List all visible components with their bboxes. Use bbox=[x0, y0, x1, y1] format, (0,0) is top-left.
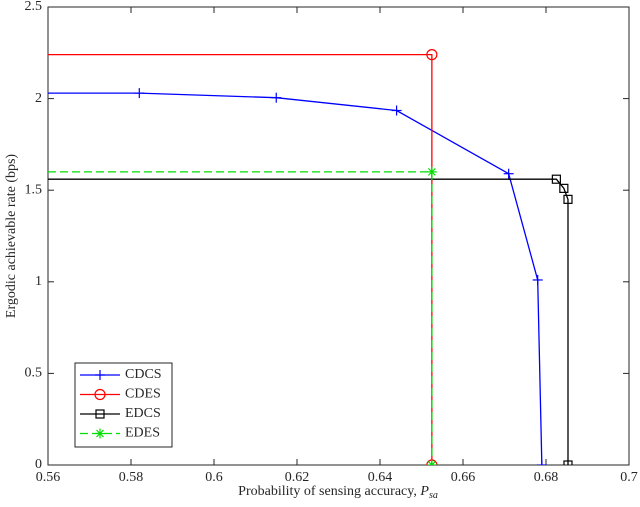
marker-square bbox=[559, 183, 569, 193]
y-tick-label: 1.5 bbox=[25, 182, 43, 197]
marker bbox=[426, 166, 437, 177]
marker bbox=[94, 388, 106, 401]
x-tick-label: 0.68 bbox=[534, 470, 559, 485]
marker-square bbox=[563, 460, 573, 465]
marker bbox=[134, 88, 145, 99]
x-tick-label: 0.66 bbox=[451, 470, 476, 485]
marker bbox=[551, 174, 561, 184]
marker-stroke bbox=[431, 461, 436, 465]
legend: CDCS CDES EDCS EDES bbox=[74, 362, 173, 448]
legend-label: EDCS bbox=[125, 406, 161, 421]
x-label-symbol: P bbox=[419, 484, 429, 499]
marker bbox=[563, 194, 573, 204]
y-tick-label: 0 bbox=[35, 457, 42, 472]
marker-stroke bbox=[427, 167, 436, 176]
marker-square bbox=[563, 194, 573, 204]
x-tick-label: 0.7 bbox=[620, 470, 638, 485]
x-tick-label: 0.56 bbox=[36, 470, 61, 485]
legend-label: CDES bbox=[125, 387, 161, 402]
x-axis-label: Probability of sensing accuracy, Psa bbox=[238, 484, 438, 501]
marker bbox=[536, 460, 547, 465]
y-axis-label: Ergodic achievable rate (bps) bbox=[4, 154, 19, 319]
marker bbox=[503, 168, 514, 179]
marker bbox=[563, 460, 573, 465]
x-tick-label: 0.64 bbox=[368, 470, 393, 485]
marker bbox=[95, 428, 105, 439]
axes-box bbox=[47, 6, 630, 466]
marker-stroke bbox=[427, 461, 433, 465]
marker-square bbox=[551, 174, 561, 184]
series-line bbox=[48, 171, 433, 465]
marker bbox=[95, 370, 105, 380]
legend-label: CDCS bbox=[125, 367, 162, 382]
legend-label: EDES bbox=[125, 426, 160, 441]
marker bbox=[426, 460, 437, 465]
marker bbox=[532, 274, 543, 285]
marker-circle bbox=[94, 388, 106, 401]
marker bbox=[559, 183, 569, 193]
series-line bbox=[48, 178, 569, 465]
marker bbox=[391, 105, 402, 116]
y-tick-label: 0.5 bbox=[25, 366, 43, 381]
y-tick-label: 2.5 bbox=[25, 0, 43, 14]
x-label-text: Probability of sensing accuracy, bbox=[238, 484, 417, 499]
x-tick-label: 0.6 bbox=[205, 470, 223, 485]
y-tick-label: 1 bbox=[35, 274, 42, 289]
marker-circle bbox=[426, 49, 438, 61]
x-tick-label: 0.58 bbox=[119, 470, 144, 485]
x-tick-label: 0.62 bbox=[285, 470, 310, 485]
marker bbox=[95, 409, 105, 419]
marker bbox=[271, 92, 282, 103]
marker-stroke bbox=[96, 429, 104, 438]
legend-box bbox=[74, 362, 173, 448]
marker bbox=[426, 49, 438, 61]
x-label-subscript: sa bbox=[429, 490, 438, 501]
plot-layer bbox=[48, 49, 573, 465]
y-tick-label: 2 bbox=[35, 91, 42, 106]
marker-square bbox=[95, 409, 105, 419]
